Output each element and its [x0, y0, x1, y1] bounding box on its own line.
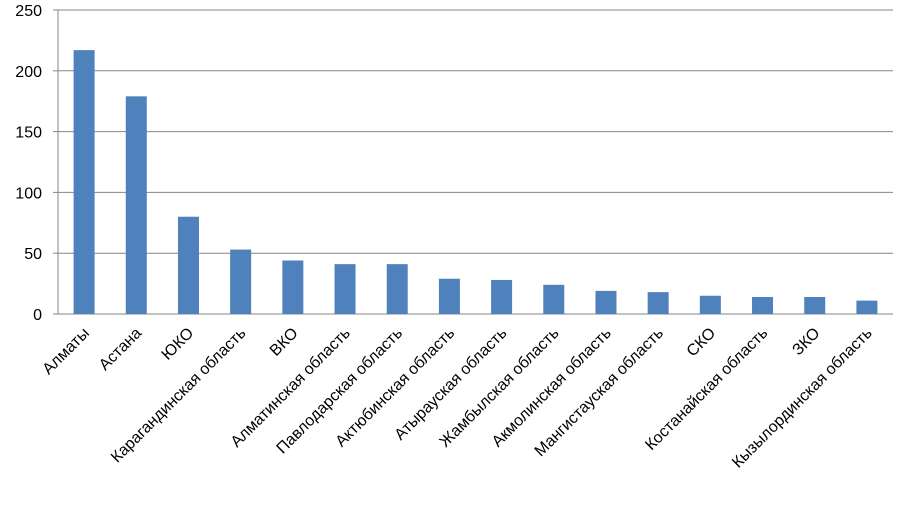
bar	[752, 296, 774, 314]
y-tick-label: 150	[15, 125, 42, 142]
bar	[804, 296, 826, 314]
y-tick-label: 50	[24, 246, 42, 263]
y-tick-label: 100	[15, 185, 42, 202]
bar	[491, 279, 513, 314]
bar	[334, 264, 356, 314]
bar	[282, 260, 304, 314]
bar	[230, 249, 252, 314]
bar	[177, 216, 199, 314]
bar	[438, 278, 460, 314]
x-tick-label: Алматы	[40, 325, 93, 378]
y-tick-label: 200	[15, 64, 42, 81]
bar	[699, 295, 721, 314]
bar	[73, 50, 95, 315]
bar	[386, 264, 408, 314]
x-tick-label: Астана	[96, 325, 145, 374]
x-tick-label: ЮКО	[159, 325, 198, 364]
x-tick-label: СКО	[684, 325, 719, 360]
x-tick-label: ЗКО	[789, 325, 823, 359]
y-tick-label: 0	[33, 307, 42, 324]
bar	[856, 300, 878, 314]
y-tick-label: 250	[15, 3, 42, 20]
x-tick-label: ВКО	[267, 325, 302, 360]
bar	[595, 290, 617, 314]
bar	[647, 292, 669, 314]
bar	[543, 284, 565, 314]
bar	[125, 96, 147, 314]
